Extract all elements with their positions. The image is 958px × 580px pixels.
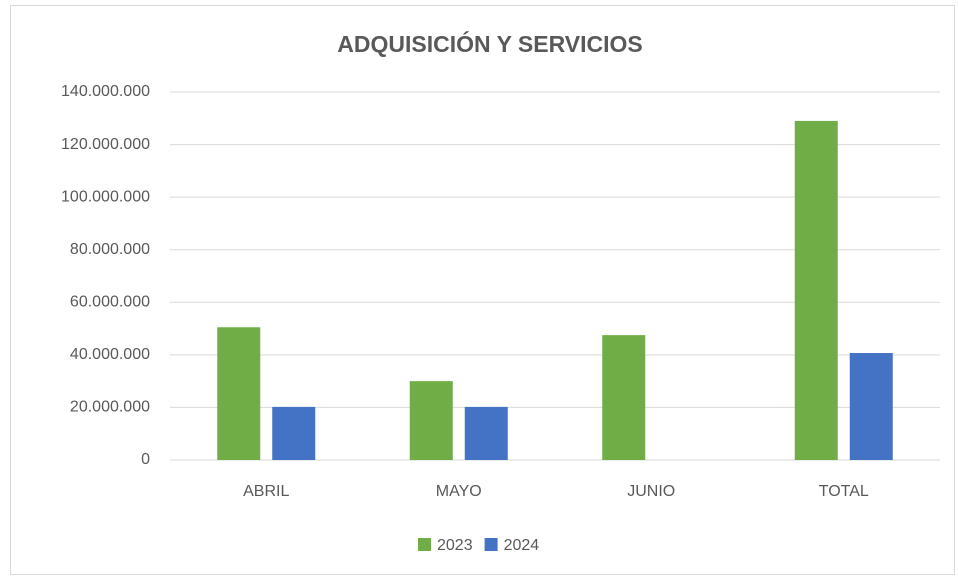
bar [217, 327, 261, 460]
bar [602, 335, 646, 460]
y-tick-label: 80.000.000 [70, 241, 150, 258]
chart-title: ADQUISICIÓN Y SERVICIOS [337, 30, 642, 57]
bar [272, 406, 316, 460]
y-tick-label: 120.000.000 [61, 136, 150, 153]
y-tick-label: 40.000.000 [70, 346, 150, 363]
bar [464, 406, 508, 460]
legend-swatch [484, 538, 498, 551]
x-tick-label: JUNIO [627, 483, 675, 500]
x-tick-label: TOTAL [819, 483, 869, 500]
y-tick-label: 100.000.000 [61, 188, 150, 205]
y-tick-label: 20.000.000 [70, 399, 150, 416]
x-tick-label: ABRIL [243, 483, 289, 500]
legend-swatch [418, 538, 431, 551]
y-tick-label: 140.000.000 [61, 83, 150, 100]
bar [794, 120, 838, 461]
x-tick-label: MAYO [436, 483, 482, 500]
bar [849, 353, 893, 460]
legend-label: 2024 [504, 537, 540, 554]
y-tick-label: 60.000.000 [70, 294, 150, 311]
bar [409, 381, 453, 460]
legend-label: 2023 [437, 537, 473, 554]
y-tick-label: 0 [141, 451, 150, 468]
